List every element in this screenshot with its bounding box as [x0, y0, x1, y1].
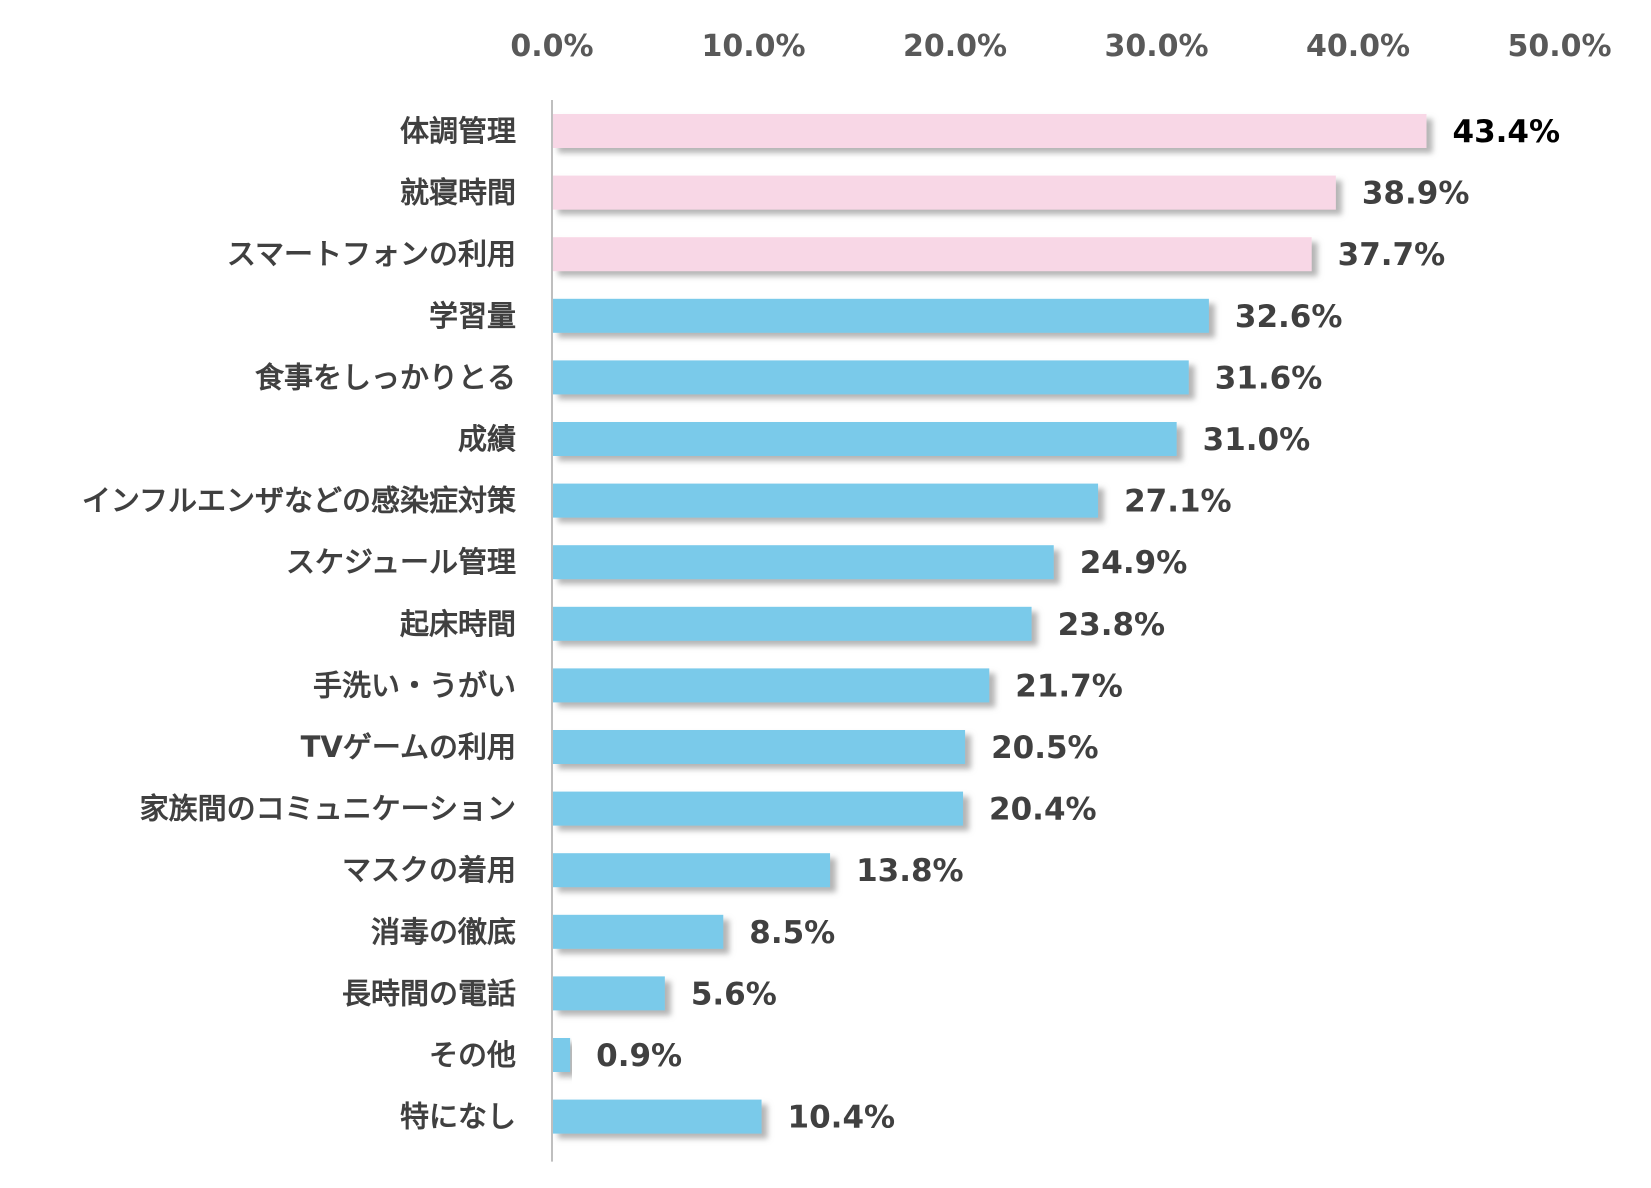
value-label: 32.6% — [1235, 299, 1343, 335]
value-label: 24.9% — [1080, 545, 1188, 581]
bar — [552, 606, 1032, 641]
bar — [552, 1099, 762, 1134]
category-label: 長時間の電話 — [342, 976, 516, 1010]
bar — [552, 853, 831, 888]
x-tick-label: 10.0% — [701, 29, 805, 64]
x-tick-label: 40.0% — [1306, 29, 1410, 64]
value-label: 13.8% — [856, 853, 964, 889]
x-tick-label: 0.0% — [510, 29, 593, 64]
category-label: TVゲームの利用 — [301, 730, 516, 764]
x-tick-label: 50.0% — [1507, 29, 1611, 64]
bar — [552, 668, 990, 703]
bar — [552, 298, 1209, 333]
bar — [552, 1038, 571, 1072]
category-label: 手洗い・うがい — [313, 668, 516, 702]
value-label: 5.6% — [691, 976, 777, 1012]
bar — [552, 360, 1189, 395]
value-label: 23.8% — [1058, 607, 1166, 643]
value-label: 43.4% — [1453, 114, 1561, 150]
category-label: 成績 — [458, 422, 516, 456]
bar — [552, 545, 1054, 580]
category-label: その他 — [429, 1038, 516, 1072]
category-label: 就寝時間 — [400, 176, 516, 210]
category-label: 起床時間 — [400, 607, 516, 641]
category-label: マスクの着用 — [342, 853, 516, 887]
category-label: インフルエンザなどの感染症対策 — [82, 484, 517, 518]
x-tick-label: 20.0% — [903, 29, 1007, 64]
value-label: 38.9% — [1362, 176, 1470, 212]
x-axis: 0.0% 10.0% 20.0% 30.0% 40.0% 50.0% — [510, 29, 1611, 64]
category-label: 学習量 — [429, 299, 516, 333]
bar — [552, 483, 1099, 518]
value-label: 21.7% — [1015, 668, 1123, 704]
bar — [552, 730, 966, 764]
value-label: 27.1% — [1124, 484, 1232, 520]
value-label: 20.5% — [991, 730, 1099, 766]
bars — [552, 114, 1427, 1134]
bar — [552, 976, 665, 1011]
category-label: スケジュール管理 — [286, 545, 516, 579]
category-label: 食事をしっかりとる — [255, 360, 516, 394]
bar — [552, 422, 1177, 456]
bar — [552, 114, 1427, 148]
value-label: 31.6% — [1215, 360, 1323, 396]
category-label: 家族間のコミュニケーション — [140, 792, 516, 826]
category-label: 特になし — [400, 1100, 516, 1134]
x-tick-label: 30.0% — [1104, 29, 1208, 64]
value-label: 0.9% — [596, 1038, 682, 1074]
value-label: 20.4% — [989, 792, 1097, 828]
category-labels: 体調管理就寝時間スマートフォンの利用学習量食事をしっかりとる成績インフルエンザな… — [82, 114, 517, 1134]
value-labels: 43.4% 38.9% 37.7% 32.6% 31.6% 31.0% 27.1% 24.9%… — [596, 114, 1560, 1136]
value-label: 10.4% — [788, 1100, 896, 1136]
category-label: 体調管理 — [400, 114, 516, 148]
value-label: 31.0% — [1203, 422, 1311, 458]
value-label: 37.7% — [1338, 237, 1446, 273]
value-label: 8.5% — [749, 915, 835, 951]
bar — [552, 237, 1312, 272]
bar — [552, 791, 964, 826]
category-label: 消毒の徹底 — [371, 915, 516, 949]
category-label: スマートフォンの利用 — [227, 237, 516, 271]
bar — [552, 175, 1336, 210]
bar — [552, 914, 724, 949]
